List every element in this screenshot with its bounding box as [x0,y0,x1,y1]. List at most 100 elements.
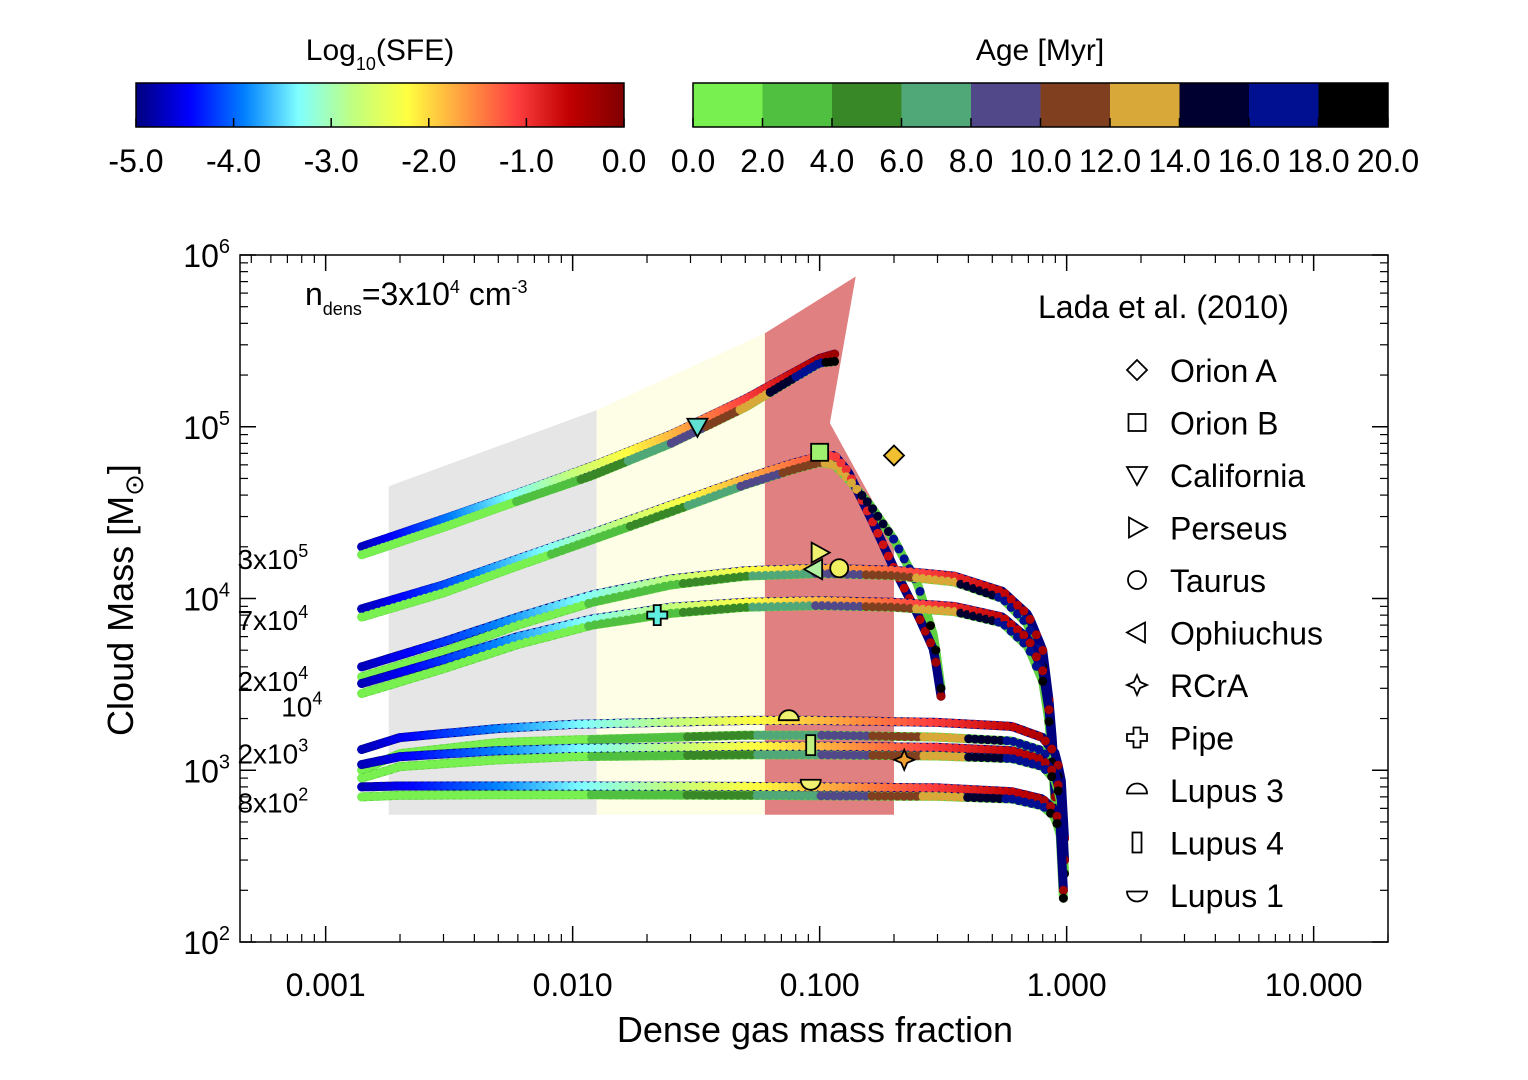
sfe-point [804,715,814,725]
sfe-point [835,782,845,792]
sfe-point [881,742,891,752]
age-point [389,791,399,800]
age-point [651,751,661,761]
sfe-point [988,786,998,796]
age-point [433,759,443,769]
sfe-point [580,781,590,791]
sfe-point [752,782,762,791]
age-point [440,790,450,800]
age-tick-label: 20.0 [1357,143,1419,179]
age-point [708,790,718,800]
age-point [657,751,667,761]
legend-icon-triangle-down [1125,466,1149,487]
age-point [548,790,558,800]
sfe-point [676,742,686,752]
age-point [766,730,776,740]
age-point [510,790,520,800]
age-point [873,791,883,801]
legend-icon-cross [1126,726,1148,749]
age-point [765,790,775,800]
sfe-point [1047,765,1057,775]
age-point [535,790,545,800]
sfe-point [504,745,514,755]
sfe-point [753,741,763,751]
age-point [688,790,698,800]
sfe-point [868,742,878,752]
sfe-point [874,742,884,752]
age-point [836,731,846,740]
sfe-point [798,715,808,725]
sfe-point [746,715,756,725]
obs-marker-triangle-left [802,557,824,581]
sfe-point [753,715,763,725]
age-point [798,730,808,740]
sfe-point [446,728,456,738]
legend-label: Lupus 1 [1170,878,1284,914]
sfe-point [497,746,507,756]
sfe-point [830,741,839,751]
age-point [937,792,947,801]
age-point [504,790,513,800]
age-point [427,790,437,800]
age-tick-label: 4.0 [810,143,854,179]
sfe-point [600,719,609,729]
age-point [798,750,808,760]
age-point [695,750,705,760]
sfe-point [523,781,533,791]
sfe-point [740,715,750,725]
age-point [568,735,578,745]
sfe-point [936,691,946,701]
sfe-point [427,781,437,791]
sfe-point [931,783,941,793]
age-point [740,790,749,800]
age-point [791,730,801,740]
age-bin [1179,83,1250,127]
age-point [676,751,686,760]
sfe-point [1019,606,1029,616]
age-point [771,791,781,800]
sfe-point [1001,786,1011,796]
age-point [995,794,1005,804]
sfe-colorbar: Log10(SFE) -5.0 -4.0 -3.0 -2.0 -1.0 0.0 [108,34,646,179]
age-point [1031,661,1041,671]
age-point [759,750,769,760]
age-point [887,751,897,761]
age-point [600,734,609,744]
sfe-point [791,741,801,751]
sfe-point [893,742,903,752]
legend-label: Orion B [1170,406,1278,442]
sfe-point [663,781,673,791]
age-tick-label: 10.0 [1009,143,1071,179]
age-point [517,737,526,747]
sfe-point [683,742,693,752]
sfe-point [727,716,737,726]
sfe-point [823,716,833,726]
sfe-point [915,615,925,625]
sfe-point [708,781,718,791]
sfe-point [785,741,795,751]
age-point [1040,765,1050,774]
age-point [676,790,686,800]
age-point [957,752,967,762]
age-point [810,791,820,801]
age-point [606,790,615,800]
sfe-point [561,781,571,791]
sfe-point [702,716,712,726]
sfe-point [983,720,993,730]
sfe-point [925,717,935,727]
sfe-point [472,747,482,757]
age-point [637,790,647,800]
age-point [606,734,616,744]
sfe-point [567,781,577,791]
sfe-point [868,716,878,726]
age-point [421,760,431,770]
sfe-point [574,719,584,729]
age-point [542,790,552,800]
sfe-point [593,719,603,729]
sfe-point [504,723,514,733]
age-point [760,570,770,580]
sfe-point [956,784,966,794]
sfe-point [1038,666,1048,676]
age-tick-label: 6.0 [879,143,923,179]
age-bin [971,83,1041,127]
